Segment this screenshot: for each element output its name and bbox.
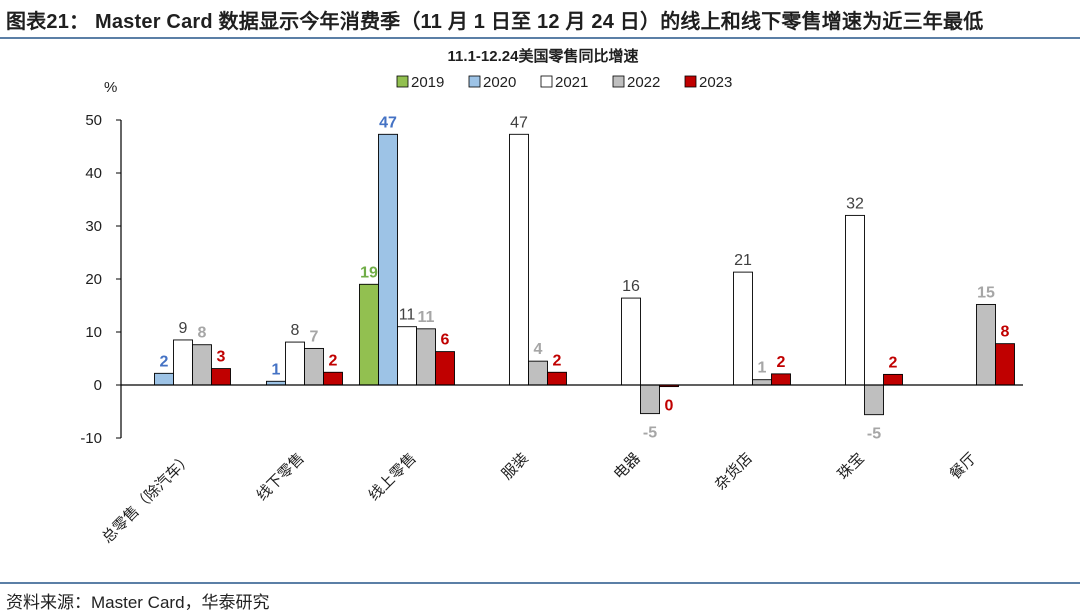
y-tick-label: 30 <box>85 218 102 235</box>
legend-swatch-2020 <box>468 75 481 88</box>
legend-label-2021: 2021 <box>555 74 588 91</box>
x-category-label: 餐厅 <box>947 450 980 483</box>
data-label-2022-2: 11 <box>418 309 435 326</box>
source-divider <box>0 582 1080 584</box>
y-tick-label: 40 <box>85 165 102 182</box>
bar-2022-4 <box>640 384 660 415</box>
legend-label-2019: 2019 <box>411 74 444 91</box>
bar-2019-2 <box>359 283 379 386</box>
bar-2023-5 <box>771 373 791 386</box>
bar-2021-3 <box>509 133 529 386</box>
data-label-2021-5: 21 <box>734 252 752 269</box>
data-label-2022-0: 8 <box>198 325 207 342</box>
x-category-label: 珠宝 <box>835 450 868 483</box>
data-label-2023-2: 6 <box>441 332 450 349</box>
data-label-2020-1: 1 <box>272 361 281 378</box>
bar-2021-4 <box>621 297 641 386</box>
bar-2022-5 <box>752 379 772 386</box>
x-category-label: 线下零售 <box>253 450 307 504</box>
bar-2022-7 <box>976 303 996 386</box>
chart-title: 11.1-12.24美国零售同比增速 <box>448 47 639 65</box>
bar-2020-2 <box>378 133 398 386</box>
x-category-label: 电器 <box>611 450 644 483</box>
data-label-2023-7: 8 <box>1001 324 1010 341</box>
data-label-2021-1: 8 <box>291 322 300 339</box>
y-tick-label: 20 <box>85 271 102 288</box>
data-label-2020-2: 47 <box>379 114 397 131</box>
legend-label-2022: 2022 <box>627 74 660 91</box>
data-label-2022-5: 1 <box>758 360 767 377</box>
data-label-2021-4: 16 <box>622 278 640 295</box>
x-category-label: 服装 <box>499 450 532 483</box>
x-category-label: 杂货店 <box>712 450 756 494</box>
x-category-label: 总零售（除汽车） <box>99 450 196 547</box>
chart-legend: 2019 2020 2021 2022 2023 <box>396 74 732 91</box>
legend-swatch-2019 <box>396 75 409 88</box>
data-label-2021-6: 32 <box>846 195 864 212</box>
legend-label-2023: 2023 <box>699 74 732 91</box>
x-axis: 总零售（除汽车） 线下零售 线上零售 服装 电器 杂货店 珠宝 餐厅 <box>99 384 1023 547</box>
data-label-2021-0: 9 <box>179 320 188 337</box>
data-label-2023-1: 2 <box>329 352 338 369</box>
legend-swatch-2022 <box>612 75 625 88</box>
bar-2022-1 <box>304 347 324 386</box>
bar-2023-7 <box>995 343 1015 386</box>
bar-2021-1 <box>285 341 305 386</box>
y-tick-label: 10 <box>85 324 102 341</box>
title-divider <box>0 37 1080 39</box>
data-label-2021-3: 47 <box>510 114 528 131</box>
bar-2023-0 <box>211 368 231 386</box>
x-category-label: 线上零售 <box>365 450 419 504</box>
bar-series <box>154 133 1015 416</box>
bar-2020-0 <box>154 372 174 386</box>
y-tick-label: -10 <box>80 430 102 447</box>
legend-swatch-2021 <box>540 75 553 88</box>
y-tick-label: 0 <box>94 377 102 394</box>
data-label-2023-0: 3 <box>217 349 226 366</box>
bar-2022-6 <box>864 384 884 416</box>
source-note: 资料来源：Master Card，华泰研究 <box>6 593 270 612</box>
legend-swatch-2023 <box>684 75 697 88</box>
data-label-2019-2: 19 <box>360 264 378 281</box>
y-tick-label: 50 <box>85 112 102 129</box>
bar-2022-2 <box>416 328 436 386</box>
bar-2022-0 <box>192 344 212 386</box>
data-label-2020-0: 2 <box>160 353 169 370</box>
data-label-2023-5: 2 <box>777 354 786 371</box>
figure-title: 图表21： Master Card 数据显示今年消费季（11 月 1 日至 12… <box>6 11 984 33</box>
bar-2023-6 <box>883 373 903 386</box>
data-label-2022-4: -5 <box>643 425 657 442</box>
data-label-2023-6: 2 <box>889 354 898 371</box>
bar-chart: 11.1-12.24美国零售同比增速 2019 2020 2021 2022 2023 … <box>80 47 1023 547</box>
bar-2021-2 <box>397 326 417 386</box>
y-axis-unit: % <box>104 79 117 96</box>
bar-2023-1 <box>323 371 343 386</box>
data-label-2022-3: 4 <box>534 341 543 358</box>
bar-2022-3 <box>528 360 548 386</box>
bar-2021-5 <box>733 271 753 386</box>
bar-2021-6 <box>845 214 865 386</box>
data-label-2023-3: 2 <box>553 352 562 369</box>
data-label-2022-6: -5 <box>867 426 881 443</box>
data-label-2021-2: 11 <box>399 307 416 324</box>
data-label-2023-4: 0 <box>665 398 674 415</box>
data-label-2022-7: 15 <box>977 284 995 301</box>
bar-2021-0 <box>173 339 193 386</box>
bar-2023-3 <box>547 371 567 386</box>
y-axis: -10 0 10 20 30 40 50 <box>80 112 122 447</box>
legend-label-2020: 2020 <box>483 74 516 91</box>
data-label-2022-1: 7 <box>310 328 319 345</box>
bar-2023-2 <box>435 351 455 386</box>
